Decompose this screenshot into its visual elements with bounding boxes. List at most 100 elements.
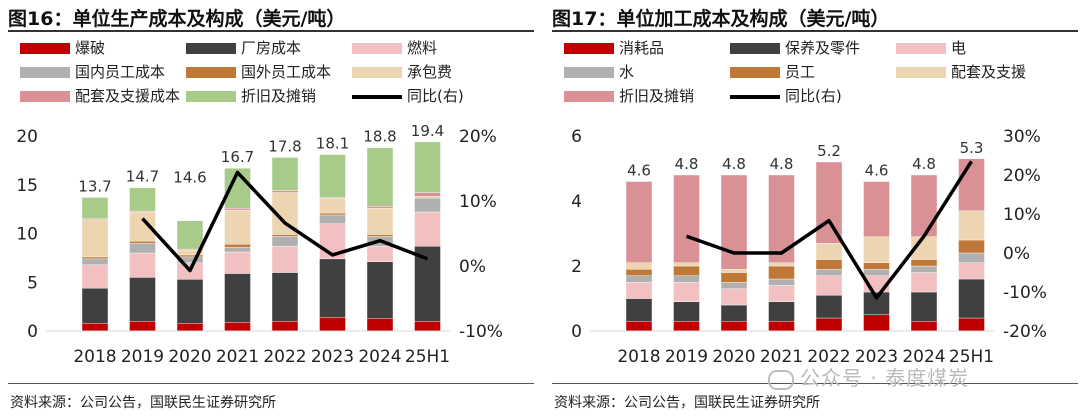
y-tick-label: 5 (27, 273, 38, 293)
x-tick-label: 25H1 (405, 347, 450, 367)
legend-item: 电 (896, 38, 966, 58)
x-tick-label: 2024 (902, 347, 945, 367)
legend-item: 同比(右) (730, 86, 842, 106)
bar-segment (815, 275, 843, 296)
bar-total-label: 19.4 (411, 122, 444, 140)
legend-item: 折旧及摊销 (564, 86, 694, 106)
legend-item: 保养及零件 (730, 38, 860, 58)
bar-segment (673, 275, 700, 283)
bar-segment (176, 220, 204, 250)
yoy-line (141, 170, 429, 273)
legend-label: 同比(右) (785, 87, 842, 105)
bar-segment (815, 317, 843, 332)
bar-segment (414, 141, 441, 193)
legend-swatch (352, 94, 402, 99)
legend-swatch (896, 43, 946, 54)
bar-segment (81, 287, 109, 324)
bar-segment (625, 269, 653, 276)
bar-total-label: 13.7 (78, 177, 111, 195)
bar-segment (720, 304, 748, 322)
x-tick-label: 2023 (311, 347, 354, 367)
bar-segment (271, 321, 299, 332)
chart-panel-processing-cost: 图17：单位加工成本及构成（美元/吨） 消耗品 保养及零件 电水 员工 配套及支援 折旧及… (552, 0, 1078, 416)
x-tick-label: 2021 (760, 347, 803, 367)
bar-segment (81, 258, 109, 265)
bar-segment (271, 190, 299, 193)
bar-segment (319, 317, 346, 332)
bar-segment (910, 321, 938, 332)
legend-label: 配套及支援成本 (75, 87, 181, 105)
x-tick-label: 2018 (73, 347, 116, 367)
x-tick-label: 2019 (665, 347, 708, 367)
legend-item: 员工 (730, 62, 815, 82)
legend-label: 员工 (785, 63, 816, 81)
bar-segment (673, 282, 700, 302)
chart-legend: 爆破 厂房成本 燃料 国内员工成本 国外员工成本 承包费 配套及支援成本 折旧及摊销 同比(右) (20, 38, 520, 112)
bar-segment (271, 245, 299, 273)
y-tick-label: 2 (571, 257, 582, 277)
bar-segment (958, 239, 985, 254)
bar-segment (414, 192, 441, 197)
bar-segment (958, 317, 985, 332)
legend-label: 配套及支援 (951, 63, 1027, 81)
bar-segment (768, 321, 795, 332)
bar-segment (81, 219, 109, 258)
y-tick-label: 4 (571, 192, 582, 212)
bar-segment (271, 272, 299, 322)
bar-segment (673, 321, 700, 332)
legend-item: 同比(右) (352, 86, 464, 106)
chart-legend: 消耗品 保养及零件 电水 员工 配套及支援 折旧及摊销 同比(右) (564, 38, 1064, 112)
y2-tick-label: 10% (1003, 205, 1041, 225)
bar-segment (129, 252, 156, 278)
x-tick-label: 2023 (855, 347, 898, 367)
bar-segment (224, 209, 251, 245)
legend-swatch (186, 43, 236, 54)
y2-tick-label: 0% (1003, 244, 1030, 264)
x-tick-label: 2020 (712, 347, 755, 367)
bar-segment (271, 157, 299, 191)
bar-segment (673, 265, 700, 276)
bar-segment (910, 272, 938, 293)
bar-total-label: 5.3 (960, 139, 984, 157)
bar-segment (815, 259, 843, 270)
y2-tick-label: 0% (459, 257, 486, 277)
bar-segment (319, 212, 346, 216)
legend-label: 爆破 (75, 39, 106, 57)
bar-segment (720, 321, 748, 332)
x-tick-label: 2019 (121, 347, 164, 367)
bar-total-label: 4.6 (865, 162, 889, 180)
bar-segment (319, 154, 346, 198)
y2-tick-label: 20% (459, 127, 497, 147)
bar-segment (910, 174, 938, 237)
bar-segment (720, 272, 748, 283)
bar-segment (625, 262, 653, 270)
bar-segment (129, 243, 156, 254)
legend-item: 折旧及摊销 (186, 86, 316, 106)
bar-segment (129, 241, 156, 244)
bar-segment (224, 207, 251, 211)
y2-tick-label: -20% (1003, 322, 1047, 342)
y2-tick-label: -10% (1003, 283, 1047, 303)
legend-item: 配套及支援成本 (20, 86, 180, 106)
chart-plot: 0 5 10 15 20 -10% 0% 10% 20% 13.7 2018 14.7 2019 14.6… (16, 122, 503, 367)
bar-segment (958, 262, 985, 280)
legend-swatch (352, 67, 402, 78)
bar-segment (366, 318, 394, 332)
legend-swatch (564, 91, 614, 102)
bar-segment (319, 198, 346, 214)
legend-swatch (352, 43, 402, 54)
legend-item: 承包费 (352, 62, 452, 82)
legend-swatch (20, 67, 70, 78)
bar-segment (958, 210, 985, 241)
legend-item: 厂房成本 (186, 38, 301, 58)
bar-segment (176, 279, 204, 324)
bar-segment (625, 298, 653, 322)
legend-item: 水 (564, 62, 634, 82)
bar-segment (720, 174, 748, 270)
bar-segment (768, 285, 795, 302)
bar-total-label: 4.8 (675, 155, 699, 173)
legend-label: 水 (619, 63, 635, 81)
y2-tick-label: 30% (1003, 127, 1041, 147)
bar-segment (129, 187, 156, 212)
wechat-icon (768, 369, 794, 390)
